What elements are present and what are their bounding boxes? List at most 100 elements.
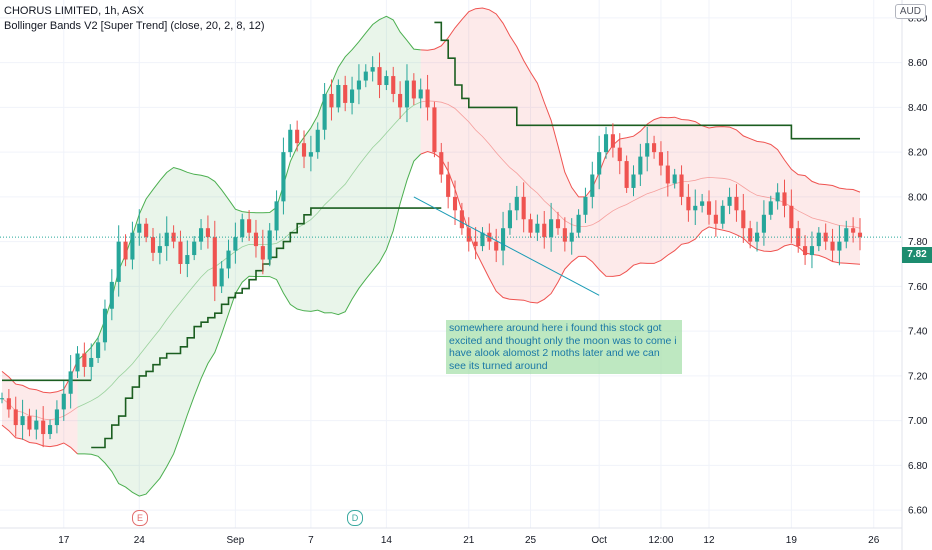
candle-body-118 — [809, 246, 815, 256]
candle-body-65 — [446, 174, 451, 197]
candle-body-111 — [761, 214, 766, 233]
candle-body-45 — [308, 152, 313, 157]
candle-body-40 — [274, 201, 279, 231]
candle-body-38 — [260, 246, 265, 260]
candle-body-98 — [672, 174, 677, 184]
candle-body-78 — [535, 223, 540, 233]
candle-body-114 — [782, 192, 787, 206]
candle-body-12 — [82, 353, 87, 367]
candle-body-23 — [157, 246, 162, 253]
candle-body-115 — [789, 205, 794, 229]
candle-body-4 — [27, 416, 32, 430]
bollinger-lower-61 — [420, 150, 861, 304]
candle-body-50 — [343, 85, 348, 103]
dividend-marker[interactable]: D — [347, 510, 363, 526]
candle-body-51 — [350, 89, 355, 103]
currency-button[interactable]: AUD — [894, 4, 926, 19]
candle-body-6 — [41, 420, 46, 435]
candle-body-11 — [75, 353, 80, 372]
x-tick-label-8: 12:00 — [648, 535, 673, 546]
candle-body-104 — [713, 214, 718, 224]
candle-body-36 — [247, 219, 252, 233]
candle-body-125 — [857, 232, 863, 238]
candle-body-58 — [398, 93, 403, 108]
candle-body-24 — [164, 232, 169, 247]
y-tick-label-10: 8.60 — [908, 58, 928, 69]
candle-body-47 — [322, 93, 327, 130]
candle-body-101 — [693, 205, 698, 211]
bollinger-fill-up-11 — [77, 16, 421, 497]
candle-body-96 — [658, 152, 664, 166]
candle-body-121 — [830, 241, 835, 251]
candle-body-34 — [233, 237, 238, 251]
candle-body-105 — [720, 205, 725, 224]
candle-body-113 — [775, 192, 780, 202]
y-tick-label-4: 7.40 — [908, 327, 928, 338]
candle-body-0 — [0, 398, 5, 400]
earnings-marker[interactable]: E — [132, 510, 148, 526]
candle-body-106 — [727, 196, 732, 206]
candle-body-124 — [851, 228, 856, 233]
candle-body-54 — [370, 67, 375, 72]
candle-body-39 — [267, 230, 272, 260]
candle-body-25 — [171, 232, 176, 242]
candle-body-92 — [631, 174, 636, 188]
supertrend-supertrend_up_1 — [91, 207, 442, 449]
candle-body-10 — [68, 371, 73, 394]
candle-body-15 — [102, 308, 108, 343]
candle-body-108 — [741, 210, 746, 229]
candle-body-83 — [569, 232, 574, 242]
candle-body-99 — [679, 174, 684, 197]
y-tick-label-7: 8.00 — [908, 192, 928, 203]
candle-body-109 — [748, 228, 753, 242]
candle-body-112 — [768, 201, 773, 215]
candle-body-86 — [590, 174, 595, 197]
x-tick-label-4: 14 — [381, 535, 393, 546]
candle-body-30 — [205, 228, 210, 238]
candle-body-67 — [459, 210, 464, 229]
x-tick-label-0: 17 — [58, 535, 70, 546]
candle-body-18 — [123, 241, 128, 260]
candle-body-16 — [109, 281, 114, 309]
supertrend-supertrend_down_2 — [434, 21, 860, 140]
x-tick-label-7: Oct — [591, 535, 607, 546]
bollinger-lower-11 — [77, 153, 422, 497]
candle-body-61 — [418, 89, 423, 99]
candle-body-84 — [576, 214, 581, 233]
candle-body-93 — [638, 156, 643, 175]
candle-body-52 — [356, 80, 361, 90]
candle-body-56 — [384, 76, 389, 86]
candle-body-62 — [425, 89, 430, 108]
candle-body-53 — [363, 71, 368, 81]
candle-body-123 — [844, 228, 849, 242]
candle-body-103 — [706, 201, 712, 215]
candle-body-90 — [617, 147, 622, 162]
candle-body-3 — [20, 416, 25, 426]
candle-body-13 — [89, 357, 94, 367]
x-tick-label-6: 25 — [525, 535, 537, 546]
candle-body-87 — [597, 152, 602, 175]
x-tick-label-3: 7 — [308, 535, 314, 546]
candle-body-76 — [521, 196, 526, 220]
x-tick-label-5: 21 — [463, 535, 475, 546]
candle-body-2 — [13, 409, 18, 426]
candle-body-33 — [226, 250, 231, 269]
candle-body-26 — [178, 241, 183, 264]
candle-body-77 — [528, 219, 533, 233]
candle-body-69 — [473, 241, 478, 247]
bollinger-upper-0 — [1, 360, 78, 394]
candle-body-79 — [542, 223, 547, 238]
candle-body-44 — [301, 143, 307, 157]
text-annotation-note[interactable]: somewhere around here i found this stock… — [446, 320, 682, 374]
candle-body-97 — [665, 165, 670, 184]
candle-body-21 — [144, 223, 149, 238]
candle-body-73 — [501, 228, 506, 251]
candle-body-107 — [734, 196, 739, 211]
candle-body-41 — [281, 152, 286, 202]
y-tick-label-9: 8.40 — [908, 103, 928, 114]
candle-body-72 — [494, 241, 499, 251]
candle-body-37 — [253, 232, 259, 247]
y-tick-label-2: 7.00 — [908, 416, 928, 427]
